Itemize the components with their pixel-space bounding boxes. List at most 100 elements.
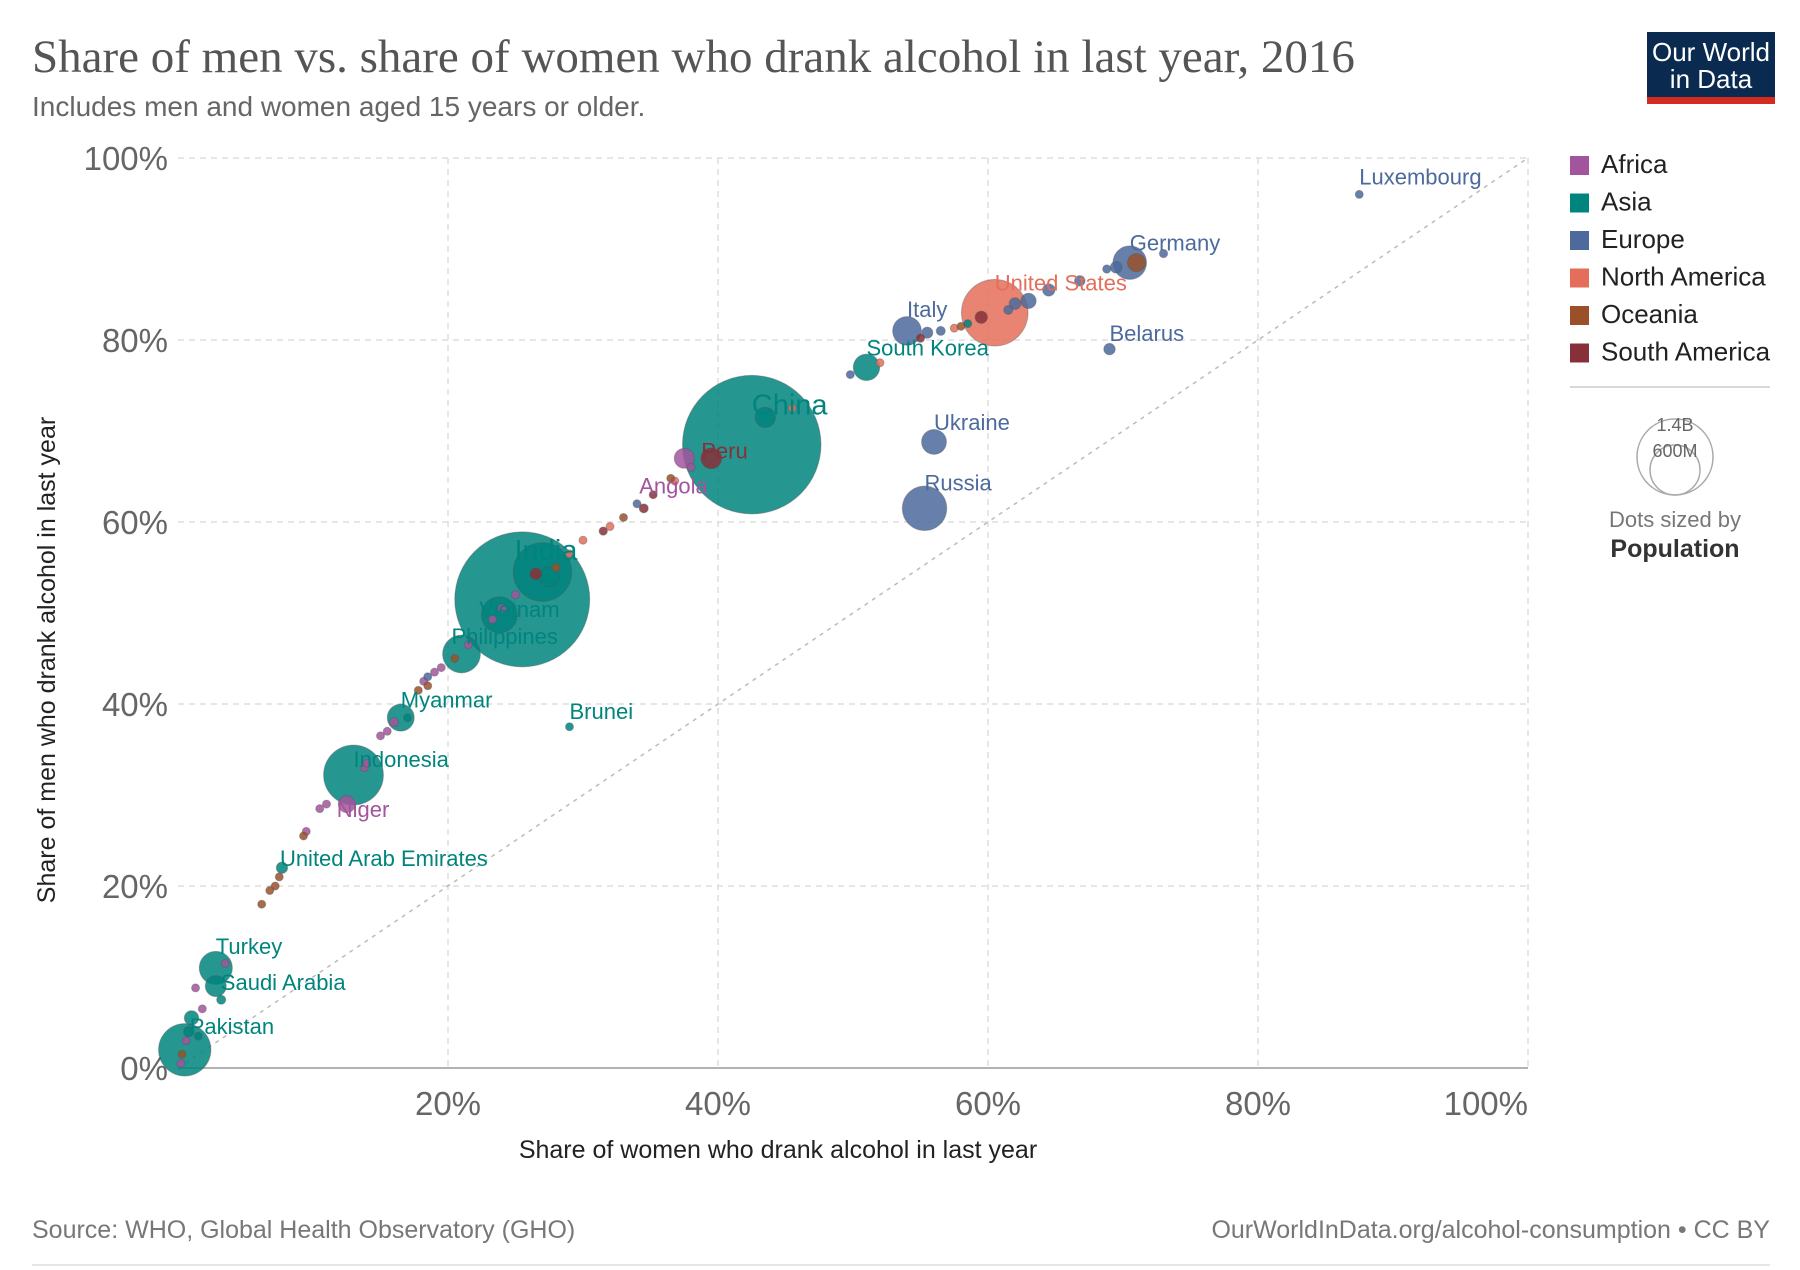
x-tick-label: 100%: [1444, 1085, 1528, 1122]
legend-item-label[interactable]: South America: [1601, 337, 1771, 367]
legend-item-label[interactable]: Asia: [1601, 187, 1652, 217]
point-china[interactable]: [682, 374, 822, 515]
point-angola[interactable]: [673, 447, 695, 469]
diagonal-reference-line: [177, 157, 1529, 1069]
data-point[interactable]: [463, 640, 473, 650]
data-point[interactable]: [666, 473, 676, 483]
data-point[interactable]: [845, 370, 855, 380]
data-point[interactable]: [956, 321, 966, 331]
legend-item-label[interactable]: Africa: [1601, 149, 1668, 179]
data-point[interactable]: [191, 983, 201, 993]
point-niger[interactable]: [337, 795, 356, 814]
data-point[interactable]: [216, 994, 227, 1005]
legend-item-label[interactable]: North America: [1601, 262, 1766, 292]
data-point[interactable]: [935, 325, 946, 336]
data-point[interactable]: [403, 713, 412, 723]
data-point[interactable]: [423, 672, 433, 682]
data-point[interactable]: [183, 1010, 200, 1026]
data-point[interactable]: [648, 490, 658, 500]
data-point[interactable]: [496, 603, 508, 614]
data-point[interactable]: [510, 590, 521, 600]
point-belarus[interactable]: [1103, 342, 1116, 356]
data-point[interactable]: [270, 881, 280, 891]
data-point[interactable]: [578, 535, 588, 545]
label-ukraine: Ukraine: [934, 410, 1010, 435]
label-brunei: Brunei: [570, 699, 634, 724]
data-point[interactable]: [632, 499, 642, 509]
data-point[interactable]: [915, 333, 926, 343]
point-south-korea[interactable]: [852, 353, 881, 382]
label-luxembourg: Luxembourg: [1359, 164, 1481, 189]
point-united-arab-emirates[interactable]: [275, 861, 289, 874]
label-italy: Italy: [907, 297, 947, 322]
data-point[interactable]: [488, 614, 498, 624]
data-point[interactable]: [299, 831, 309, 841]
point-peru[interactable]: [700, 447, 723, 470]
data-point[interactable]: [220, 958, 230, 968]
label-turkey: Turkey: [216, 934, 282, 959]
data-point[interactable]: [638, 503, 649, 514]
data-point[interactable]: [388, 717, 400, 728]
point-italy[interactable]: [892, 316, 922, 346]
data-point[interactable]: [197, 1004, 207, 1014]
data-point[interactable]: [1003, 304, 1014, 316]
data-point[interactable]: [265, 886, 275, 896]
data-point[interactable]: [315, 804, 325, 814]
data-point[interactable]: [322, 799, 331, 809]
legend-item-label[interactable]: Europe: [1601, 224, 1685, 254]
point-united-states[interactable]: [961, 278, 1029, 347]
data-point[interactable]: [787, 403, 797, 413]
data-point[interactable]: [1102, 264, 1112, 274]
data-point[interactable]: [565, 549, 574, 559]
data-point[interactable]: [1042, 283, 1056, 297]
point-brunei[interactable]: [565, 722, 574, 732]
data-point[interactable]: [754, 406, 776, 428]
data-point[interactable]: [1020, 292, 1037, 309]
data-point[interactable]: [974, 310, 988, 324]
data-point[interactable]: [1074, 275, 1086, 287]
data-point[interactable]: [193, 1031, 203, 1041]
point-russia[interactable]: [901, 485, 948, 532]
data-point[interactable]: [551, 563, 561, 572]
data-point[interactable]: [436, 663, 446, 673]
data-point[interactable]: [1158, 248, 1169, 259]
data-point[interactable]: [1008, 297, 1022, 310]
point-vietnam[interactable]: [480, 596, 518, 634]
x-axis-label: Share of women who drank alcohol in last…: [519, 1136, 1037, 1164]
legend-item-label[interactable]: Oceania: [1601, 299, 1698, 329]
data-point[interactable]: [450, 654, 460, 663]
data-point[interactable]: [605, 522, 615, 532]
y-tick-label: 80%: [102, 322, 168, 359]
owid-logo[interactable]: Our World in Data: [1647, 32, 1775, 104]
data-point[interactable]: [181, 1036, 191, 1046]
data-point[interactable]: [529, 567, 543, 581]
y-axis-label: Share of men who drank alcohol in last y…: [33, 417, 61, 903]
point-luxembourg[interactable]: [1354, 189, 1364, 199]
label-pakistan: Pakistan: [190, 1014, 274, 1039]
data-point[interactable]: [619, 512, 628, 522]
data-point[interactable]: [921, 326, 934, 339]
legend-swatch: [1570, 268, 1589, 288]
data-point[interactable]: [1126, 253, 1147, 273]
data-point[interactable]: [376, 731, 385, 741]
point-ukraine[interactable]: [921, 429, 947, 455]
legend-swatch: [1570, 156, 1589, 175]
source-url[interactable]: OurWorldInData.org/alcohol-consumption •…: [1211, 1216, 1770, 1244]
data-point[interactable]: [423, 681, 433, 691]
data-point[interactable]: [274, 872, 284, 882]
data-point[interactable]: [257, 899, 267, 909]
data-point[interactable]: [362, 758, 372, 768]
data-point[interactable]: [382, 726, 392, 736]
point-saudi-arabia[interactable]: [204, 975, 227, 998]
data-point[interactable]: [686, 462, 696, 472]
data-point[interactable]: [183, 1025, 195, 1038]
x-tick-label: 20%: [415, 1085, 481, 1122]
data-point[interactable]: [875, 358, 885, 368]
data-point[interactable]: [177, 1049, 187, 1059]
data-point[interactable]: [598, 526, 608, 536]
data-point[interactable]: [430, 667, 439, 677]
data-point[interactable]: [176, 1058, 186, 1068]
label-saudi-arabia: Saudi Arabia: [221, 970, 347, 995]
data-point[interactable]: [413, 685, 423, 695]
